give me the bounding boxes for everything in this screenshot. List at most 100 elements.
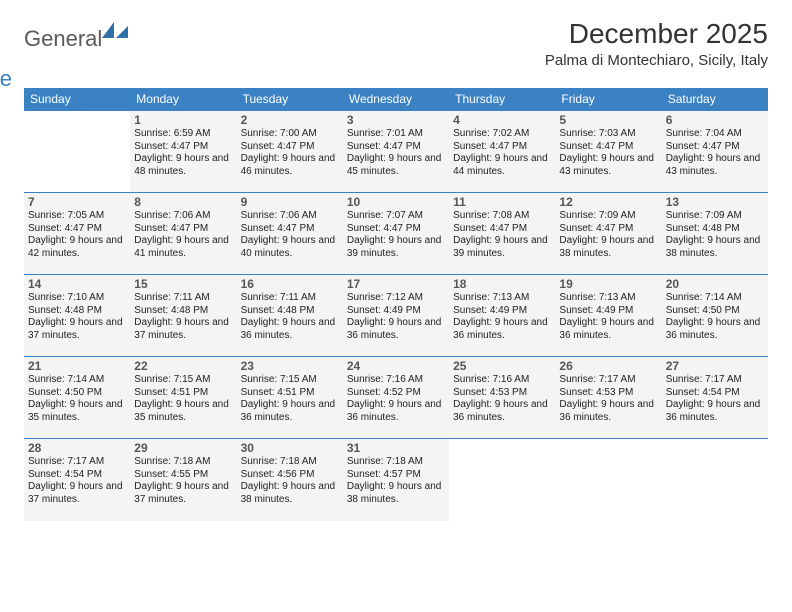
weekday-header: Friday — [555, 88, 661, 111]
sunset-line: Sunset: 4:47 PM — [28, 223, 126, 236]
sunset-line: Sunset: 4:48 PM — [666, 223, 764, 236]
daylight-line: Daylight: 9 hours and 43 minutes. — [559, 153, 657, 178]
daylight-line: Daylight: 9 hours and 36 minutes. — [559, 399, 657, 424]
day-cell: 5Sunrise: 7:03 AMSunset: 4:47 PMDaylight… — [555, 111, 661, 193]
calendar-table: SundayMondayTuesdayWednesdayThursdayFrid… — [24, 88, 768, 521]
sunset-line: Sunset: 4:48 PM — [28, 305, 126, 318]
day-number: 17 — [347, 277, 445, 291]
daylight-line: Daylight: 9 hours and 37 minutes. — [28, 481, 126, 506]
daylight-line: Daylight: 9 hours and 38 minutes. — [347, 481, 445, 506]
sunset-line: Sunset: 4:50 PM — [666, 305, 764, 318]
day-number: 2 — [241, 113, 339, 127]
daylight-line: Daylight: 9 hours and 36 minutes. — [241, 399, 339, 424]
day-cell: 10Sunrise: 7:07 AMSunset: 4:47 PMDayligh… — [343, 193, 449, 275]
day-cell: 12Sunrise: 7:09 AMSunset: 4:47 PMDayligh… — [555, 193, 661, 275]
daylight-line: Daylight: 9 hours and 42 minutes. — [28, 235, 126, 260]
sunrise-line: Sunrise: 7:17 AM — [666, 374, 764, 387]
sunset-line: Sunset: 4:47 PM — [559, 141, 657, 154]
sunrise-line: Sunrise: 7:11 AM — [134, 292, 232, 305]
sunrise-line: Sunrise: 7:11 AM — [241, 292, 339, 305]
sunset-line: Sunset: 4:48 PM — [134, 305, 232, 318]
day-cell: 16Sunrise: 7:11 AMSunset: 4:48 PMDayligh… — [237, 275, 343, 357]
daylight-line: Daylight: 9 hours and 44 minutes. — [453, 153, 551, 178]
day-number: 25 — [453, 359, 551, 373]
sunrise-line: Sunrise: 7:10 AM — [28, 292, 126, 305]
day-number: 15 — [134, 277, 232, 291]
weekday-header: Sunday — [24, 88, 130, 111]
sunrise-line: Sunrise: 7:13 AM — [559, 292, 657, 305]
sunrise-line: Sunrise: 7:09 AM — [666, 210, 764, 223]
sunset-line: Sunset: 4:49 PM — [347, 305, 445, 318]
sunset-line: Sunset: 4:51 PM — [134, 387, 232, 400]
day-cell: 9Sunrise: 7:06 AMSunset: 4:47 PMDaylight… — [237, 193, 343, 275]
weekday-header-row: SundayMondayTuesdayWednesdayThursdayFrid… — [24, 88, 768, 111]
day-cell: 28Sunrise: 7:17 AMSunset: 4:54 PMDayligh… — [24, 439, 130, 521]
title-block: December 2025 Palma di Montechiaro, Sici… — [545, 18, 768, 69]
sunrise-line: Sunrise: 7:02 AM — [453, 128, 551, 141]
day-cell: 29Sunrise: 7:18 AMSunset: 4:55 PMDayligh… — [130, 439, 236, 521]
day-cell: 24Sunrise: 7:16 AMSunset: 4:52 PMDayligh… — [343, 357, 449, 439]
weekday-header: Thursday — [449, 88, 555, 111]
daylight-line: Daylight: 9 hours and 37 minutes. — [134, 317, 232, 342]
daylight-line: Daylight: 9 hours and 35 minutes. — [134, 399, 232, 424]
sunset-line: Sunset: 4:51 PM — [241, 387, 339, 400]
day-number: 10 — [347, 195, 445, 209]
sunset-line: Sunset: 4:47 PM — [241, 223, 339, 236]
sunrise-line: Sunrise: 7:05 AM — [28, 210, 126, 223]
sunrise-line: Sunrise: 7:16 AM — [347, 374, 445, 387]
day-number: 30 — [241, 441, 339, 455]
sunrise-line: Sunrise: 7:14 AM — [28, 374, 126, 387]
sunrise-line: Sunrise: 7:15 AM — [241, 374, 339, 387]
day-number: 3 — [347, 113, 445, 127]
sunrise-line: Sunrise: 7:04 AM — [666, 128, 764, 141]
sunset-line: Sunset: 4:55 PM — [134, 469, 232, 482]
daylight-line: Daylight: 9 hours and 48 minutes. — [134, 153, 232, 178]
sunset-line: Sunset: 4:56 PM — [241, 469, 339, 482]
day-number: 27 — [666, 359, 764, 373]
sunset-line: Sunset: 4:47 PM — [134, 141, 232, 154]
calendar-row: 7Sunrise: 7:05 AMSunset: 4:47 PMDaylight… — [24, 193, 768, 275]
day-number: 1 — [134, 113, 232, 127]
daylight-line: Daylight: 9 hours and 36 minutes. — [453, 317, 551, 342]
day-cell: 23Sunrise: 7:15 AMSunset: 4:51 PMDayligh… — [237, 357, 343, 439]
day-cell: 14Sunrise: 7:10 AMSunset: 4:48 PMDayligh… — [24, 275, 130, 357]
day-cell: 15Sunrise: 7:11 AMSunset: 4:48 PMDayligh… — [130, 275, 236, 357]
day-number: 9 — [241, 195, 339, 209]
daylight-line: Daylight: 9 hours and 36 minutes. — [347, 317, 445, 342]
day-number: 13 — [666, 195, 764, 209]
sunset-line: Sunset: 4:49 PM — [559, 305, 657, 318]
daylight-line: Daylight: 9 hours and 45 minutes. — [347, 153, 445, 178]
sunset-line: Sunset: 4:47 PM — [666, 141, 764, 154]
day-number: 12 — [559, 195, 657, 209]
day-cell: 18Sunrise: 7:13 AMSunset: 4:49 PMDayligh… — [449, 275, 555, 357]
sunset-line: Sunset: 4:52 PM — [347, 387, 445, 400]
day-number: 16 — [241, 277, 339, 291]
sunset-line: Sunset: 4:53 PM — [453, 387, 551, 400]
sunset-line: Sunset: 4:54 PM — [28, 469, 126, 482]
month-title: December 2025 — [545, 18, 768, 50]
day-number: 23 — [241, 359, 339, 373]
sunset-line: Sunset: 4:49 PM — [453, 305, 551, 318]
day-cell: 17Sunrise: 7:12 AMSunset: 4:49 PMDayligh… — [343, 275, 449, 357]
day-number: 31 — [347, 441, 445, 455]
day-number: 14 — [28, 277, 126, 291]
day-cell: 11Sunrise: 7:08 AMSunset: 4:47 PMDayligh… — [449, 193, 555, 275]
day-cell: 13Sunrise: 7:09 AMSunset: 4:48 PMDayligh… — [662, 193, 768, 275]
day-number: 29 — [134, 441, 232, 455]
day-cell: 6Sunrise: 7:04 AMSunset: 4:47 PMDaylight… — [662, 111, 768, 193]
sunrise-line: Sunrise: 7:01 AM — [347, 128, 445, 141]
day-number: 5 — [559, 113, 657, 127]
logo-sail-icon — [102, 22, 130, 40]
weekday-header: Tuesday — [237, 88, 343, 111]
day-cell: 21Sunrise: 7:14 AMSunset: 4:50 PMDayligh… — [24, 357, 130, 439]
sunrise-line: Sunrise: 7:06 AM — [241, 210, 339, 223]
day-number: 18 — [453, 277, 551, 291]
logo-text-blue: Blue — [0, 66, 12, 91]
weekday-header: Wednesday — [343, 88, 449, 111]
sunrise-line: Sunrise: 7:17 AM — [559, 374, 657, 387]
day-cell: 2Sunrise: 7:00 AMSunset: 4:47 PMDaylight… — [237, 111, 343, 193]
empty-cell — [555, 439, 661, 521]
sunset-line: Sunset: 4:50 PM — [28, 387, 126, 400]
sunset-line: Sunset: 4:47 PM — [347, 141, 445, 154]
calendar-body: 1Sunrise: 6:59 AMSunset: 4:47 PMDaylight… — [24, 111, 768, 521]
